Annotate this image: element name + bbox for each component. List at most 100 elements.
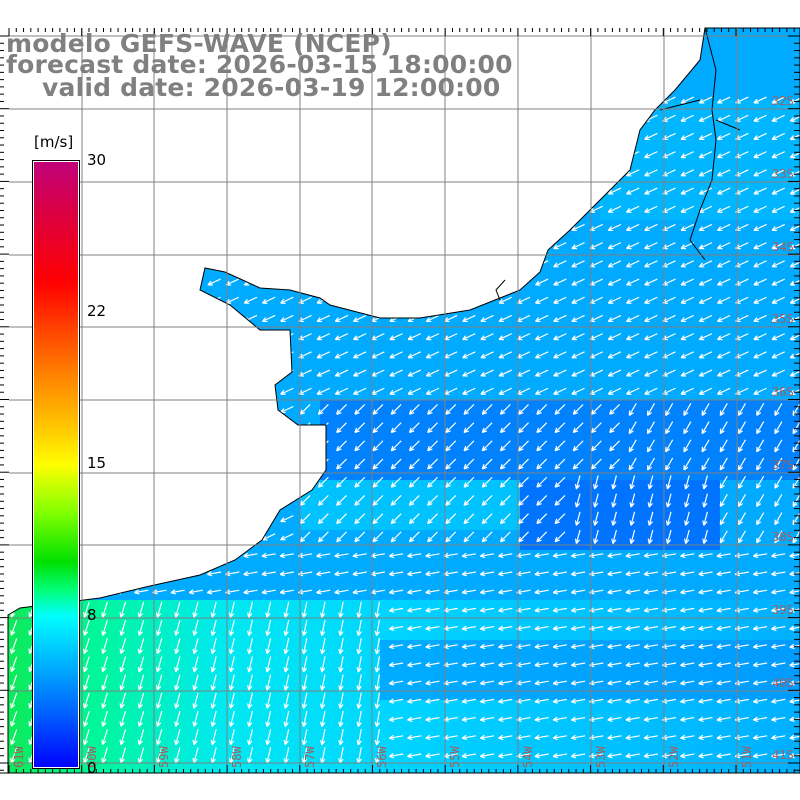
wind-arrow [10,638,18,654]
wind-arrow [116,515,130,523]
wind-arrow [210,692,217,709]
wind-arrow [261,387,276,395]
wind-arrow [170,260,185,268]
wind-arrow [334,187,349,195]
wind-arrow [611,529,617,544]
wind-arrow [116,260,130,268]
wind-arrow [261,296,276,304]
wind-arrow [372,495,384,506]
wind-arrow [316,205,330,213]
wind-arrow [625,662,640,668]
wind-arrow [534,716,549,722]
wind-arrow [301,674,308,691]
wind-arrow [771,187,785,195]
wind-arrow [716,643,731,650]
wind-arrow [280,151,294,159]
wind-arrow [570,680,586,686]
wind-arrow [572,458,584,470]
wind-arrow [319,619,326,637]
wind-arrow [534,132,549,141]
wind-arrow [25,114,39,122]
wind-arrow [481,513,493,525]
wind-arrow [319,656,326,673]
wind-arrow [225,552,240,559]
wind-arrow [207,387,221,395]
longitude-label: 57W [303,746,317,768]
wind-arrow [352,278,367,286]
wind-arrow [607,680,622,686]
wind-arrow [134,333,148,341]
wind-arrow [698,734,713,741]
wind-arrow [265,692,272,709]
wind-arrow [119,710,127,727]
wind-arrow [737,457,747,471]
wind-arrow [589,734,604,741]
wind-arrow [352,333,367,341]
wind-arrow [390,513,402,525]
wind-arrow [516,242,531,250]
wind-arrow [119,638,127,655]
wind-arrow [719,494,728,507]
wind-arrow [338,619,344,637]
wind-arrow [225,387,239,395]
wind-arrow [316,169,330,177]
wind-arrow [338,656,344,673]
wind-arrow [756,494,765,507]
wind-arrow [389,242,403,250]
wind-arrow [425,571,440,577]
wind-arrow [207,333,221,341]
wind-arrow [407,698,422,704]
wind-arrow [265,619,272,636]
wind-arrow [534,242,549,250]
wind-arrow [192,656,199,673]
wind-arrow [716,351,731,359]
wind-arrow [771,607,786,613]
wind-arrow [498,223,512,232]
wind-arrow [316,571,331,577]
wind-arrow [552,753,567,759]
wind-arrow [115,552,131,559]
wind-arrow [152,571,167,577]
wind-arrow [771,260,785,268]
wind-arrow [554,404,566,415]
latitude-label: 37S [772,458,794,472]
wind-arrow [462,132,476,141]
wind-arrow [10,656,18,673]
wind-arrow [789,607,800,613]
wind-arrow [10,692,18,709]
wind-arrow [228,674,235,691]
wind-arrow [498,753,513,759]
wind-arrow [680,589,695,595]
wind-arrow [716,625,731,631]
wind-arrow [534,369,549,377]
wind-arrow [589,643,604,650]
wind-arrow [534,169,549,177]
wind-arrow [753,314,767,323]
wind-arrow [644,314,658,323]
wind-arrow [390,458,402,470]
wind-arrow [625,387,640,395]
wind-arrow [388,680,404,686]
wind-arrow [372,404,384,415]
longitude-label: 61W [12,746,26,768]
colorbar-tick: 30 [87,151,107,169]
wind-arrow [536,422,548,434]
wind-arrow [463,531,475,543]
wind-arrow [336,476,347,488]
wind-arrow [719,475,728,489]
wind-arrow [516,205,531,213]
wind-arrow [607,333,622,341]
wind-arrow [607,187,622,195]
wind-arrow [301,710,308,727]
wind-arrow [316,151,330,159]
wind-arrow [571,369,585,377]
wind-arrow [134,132,148,141]
wind-arrow [8,260,21,268]
wind-arrow [8,242,21,250]
wind-arrow [534,314,549,323]
wind-arrow [481,422,493,434]
wind-arrow [298,132,312,141]
wind-arrow [680,296,694,304]
wind-arrow [443,132,458,141]
wind-arrow [771,369,785,377]
